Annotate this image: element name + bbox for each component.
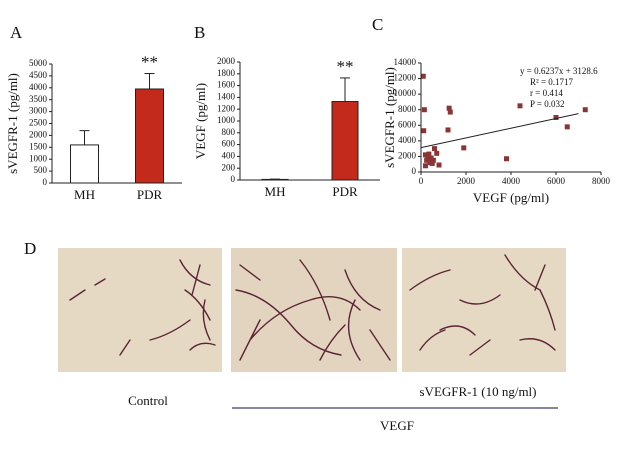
x-tick-label: 2000 [457, 176, 476, 186]
fit-annotation: r = 0.414 [530, 88, 563, 98]
point [426, 151, 432, 157]
y-tick-label: 1200 [217, 103, 236, 113]
x-axis-label: VEGF (pg/ml) [473, 190, 549, 205]
y-tick-label: 10000 [394, 88, 417, 98]
x-tick-label: 4000 [502, 176, 521, 186]
point [434, 150, 440, 156]
bar [70, 144, 99, 184]
bar [135, 88, 164, 184]
micrograph-control [58, 248, 222, 372]
y-tick-label: 2000 [398, 150, 417, 160]
point [436, 162, 442, 168]
point [553, 115, 559, 120]
y-axis-label: sVEGFR-1 (pg/ml) [382, 67, 397, 168]
y-tick-label: 8000 [398, 104, 417, 114]
fit-annotation: P = 0.032 [530, 99, 565, 109]
y-tick-label: 6000 [398, 119, 417, 129]
point [430, 157, 436, 163]
point [445, 127, 451, 133]
x-tick-label: PDR [137, 187, 163, 202]
y-tick-label: 0 [412, 166, 417, 176]
point [564, 124, 570, 130]
point [420, 73, 426, 79]
point [421, 128, 427, 134]
bar [331, 101, 359, 181]
y-tick-label: 1500 [29, 141, 48, 151]
y-tick-label: 2000 [217, 56, 236, 66]
y-tick-label: 500 [34, 165, 48, 175]
y-tick-label: 1400 [217, 91, 236, 101]
treatment-label: VEGF [380, 418, 414, 433]
y-tick-label: 3500 [29, 94, 48, 104]
fit-line [420, 113, 579, 149]
y-tick-label: 2000 [29, 129, 48, 139]
panel-label: B [194, 23, 205, 42]
y-tick-label: 12000 [394, 73, 417, 83]
y-axis-label: VEGF (pg/ml) [193, 83, 208, 159]
y-tick-label: 1000 [217, 115, 236, 125]
point [432, 146, 437, 152]
y-tick-label: 0 [231, 174, 236, 184]
condition-label: Control [128, 393, 168, 408]
panel-label: D [24, 239, 36, 258]
panel-label: C [372, 15, 383, 34]
y-tick-label: 400 [222, 150, 236, 160]
y-tick-label: 14000 [394, 57, 417, 67]
micrograph-vegf [231, 248, 397, 372]
point [582, 107, 588, 113]
x-tick-label: MH [265, 184, 286, 199]
point [447, 109, 453, 115]
significance: ** [337, 57, 354, 76]
point [423, 152, 428, 158]
y-tick-label: 2500 [29, 118, 48, 128]
y-tick-label: 3000 [29, 106, 48, 116]
x-tick-label: MH [74, 187, 95, 202]
y-tick-label: 200 [222, 162, 236, 172]
x-tick-label: 6000 [547, 176, 566, 186]
y-tick-label: 5000 [29, 58, 48, 68]
y-tick-label: 1800 [217, 68, 236, 78]
point [504, 156, 509, 162]
micrograph-svegfr [402, 248, 566, 372]
y-tick-label: 800 [222, 127, 236, 137]
x-tick-label: PDR [332, 184, 358, 199]
condition-label: sVEGFR-1 (10 ng/ml) [420, 384, 537, 399]
point [421, 107, 427, 113]
y-tick-label: 4000 [398, 135, 417, 145]
y-tick-label: 600 [222, 139, 236, 149]
x-tick-label: 0 [419, 176, 424, 186]
y-tick-label: 1600 [217, 80, 236, 90]
significance: ** [141, 52, 158, 71]
point [424, 157, 430, 163]
point [446, 105, 452, 111]
y-tick-label: 4500 [29, 70, 48, 80]
fit-annotation: R² = 0.1717 [530, 77, 574, 87]
y-tick-label: 0 [43, 177, 48, 187]
point [423, 163, 428, 169]
point [461, 145, 467, 151]
y-tick-label: 4000 [29, 82, 48, 92]
x-tick-label: 8000 [592, 176, 611, 186]
y-tick-label: 1000 [29, 153, 48, 163]
point [517, 103, 523, 109]
point [429, 160, 435, 166]
panel-label: A [10, 23, 23, 42]
y-axis-label: sVEGFR-1 (pg/ml) [5, 73, 20, 174]
fit-annotation: y = 0.6237x + 3128.6 [520, 66, 598, 76]
